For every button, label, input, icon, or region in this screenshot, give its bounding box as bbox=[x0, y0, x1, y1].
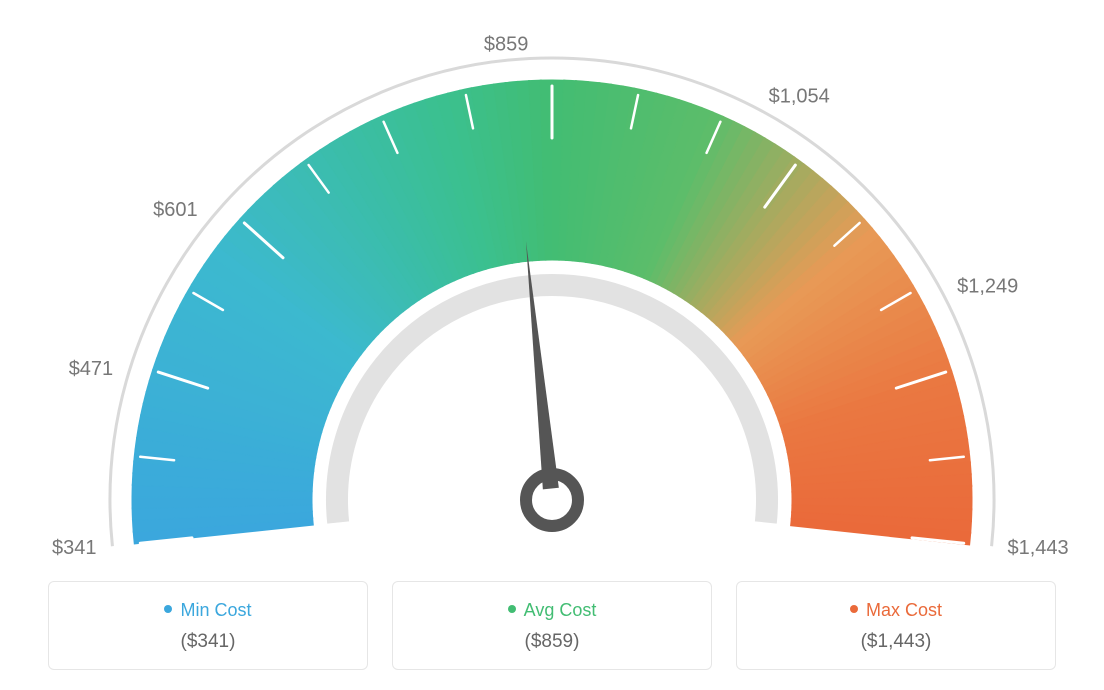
legend-row: Min Cost ($341) Avg Cost ($859) Max Cost ($1,… bbox=[0, 581, 1104, 670]
legend-dot bbox=[850, 605, 858, 613]
gauge-area: $341 $471 $601 $859 $1,054 $1,249 $1,443 bbox=[0, 0, 1104, 560]
legend-avg: Avg Cost ($859) bbox=[392, 581, 712, 670]
legend-label: Min Cost bbox=[59, 600, 357, 621]
legend-label: Max Cost bbox=[747, 600, 1045, 621]
tick-label: $1,443 bbox=[1007, 537, 1068, 559]
legend-value: ($341) bbox=[59, 631, 357, 653]
tick-label: $341 bbox=[52, 537, 97, 559]
tick-label: $859 bbox=[484, 33, 529, 55]
tick-label: $1,054 bbox=[769, 85, 830, 107]
legend-value: ($1,443) bbox=[747, 631, 1045, 653]
legend-dot bbox=[508, 605, 516, 613]
legend-dot bbox=[164, 605, 172, 613]
legend-label-text: Avg Cost bbox=[524, 600, 597, 620]
legend-min: Min Cost ($341) bbox=[48, 581, 368, 670]
legend-label-text: Min Cost bbox=[180, 600, 251, 620]
tick-label: $471 bbox=[69, 358, 114, 380]
legend-label: Avg Cost bbox=[403, 600, 701, 621]
legend-value: ($859) bbox=[403, 631, 701, 653]
gauge-svg: $341 $471 $601 $859 $1,054 $1,249 $1,443 bbox=[0, 0, 1104, 560]
legend-max: Max Cost ($1,443) bbox=[736, 581, 1056, 670]
legend-label-text: Max Cost bbox=[866, 600, 942, 620]
tick-label: $1,249 bbox=[957, 275, 1018, 297]
tick-label: $601 bbox=[153, 199, 198, 221]
cost-gauge-chart: $341 $471 $601 $859 $1,054 $1,249 $1,443 Min C… bbox=[0, 0, 1104, 690]
